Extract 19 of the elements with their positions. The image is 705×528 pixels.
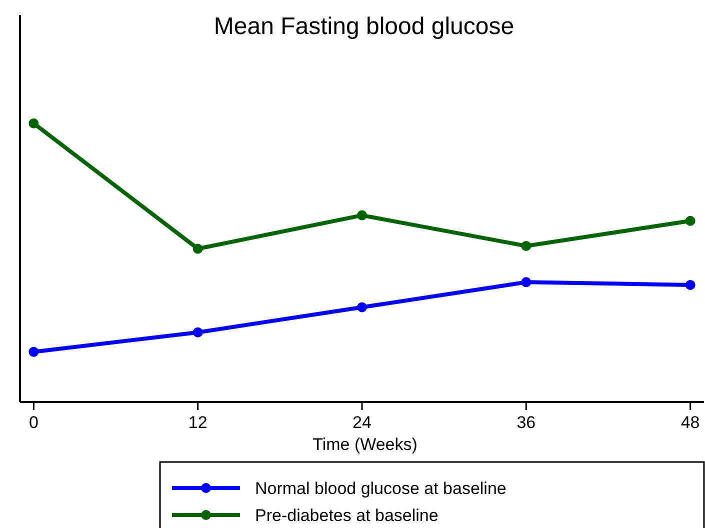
point <box>357 302 367 312</box>
point <box>192 327 203 338</box>
point <box>28 118 39 128</box>
legend-label: Pre-diabetes at baseline <box>255 506 438 525</box>
point <box>357 210 367 220</box>
legend-label: Normal blood glucose at baseline <box>255 479 506 498</box>
x-tick-label: 48 <box>680 413 700 432</box>
point <box>521 240 532 251</box>
chart-title: Mean Fasting blood glucose <box>214 13 514 40</box>
x-tick-label: 12 <box>188 413 208 432</box>
point <box>685 216 696 226</box>
point <box>192 244 203 254</box>
x-axis-title: Time (Weeks) <box>312 435 418 454</box>
point <box>521 277 532 288</box>
x-tick-label: 0 <box>28 413 38 432</box>
x-tick-label: 24 <box>352 413 372 432</box>
point <box>685 280 696 290</box>
point <box>28 346 39 357</box>
x-tick-label: 36 <box>516 413 536 432</box>
